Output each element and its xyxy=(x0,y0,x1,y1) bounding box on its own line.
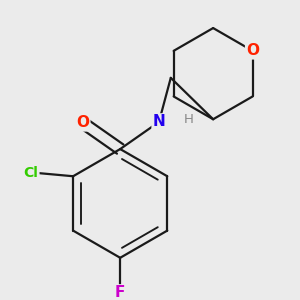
Text: Cl: Cl xyxy=(24,166,38,180)
Text: F: F xyxy=(115,285,125,300)
Text: H: H xyxy=(184,113,194,126)
Text: N: N xyxy=(153,114,165,129)
Text: O: O xyxy=(76,116,89,130)
Text: O: O xyxy=(246,44,259,59)
